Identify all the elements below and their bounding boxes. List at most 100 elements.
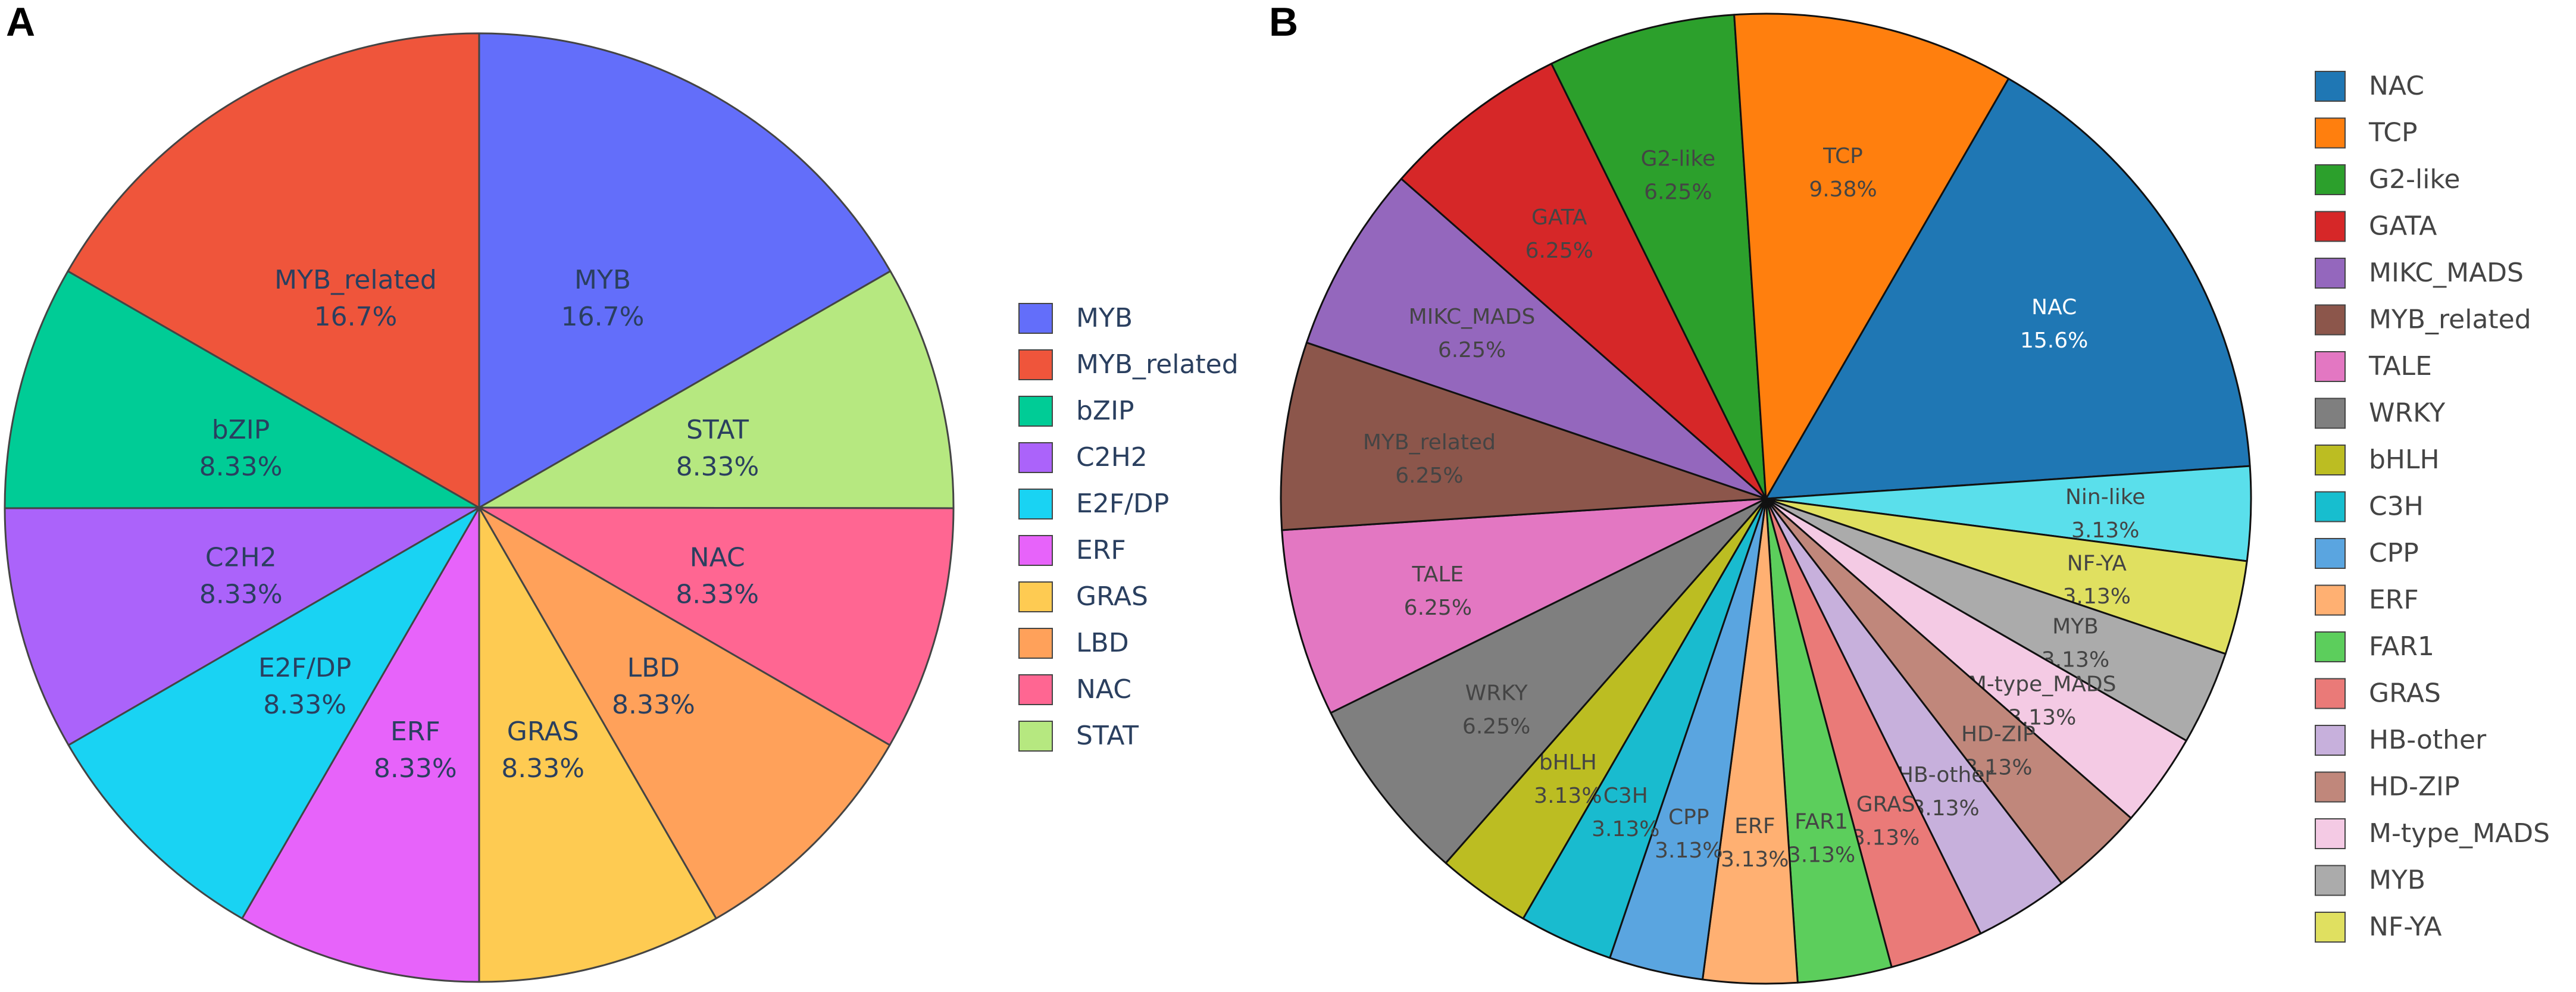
legend-item-stat[interactable]: STAT	[1018, 721, 1139, 752]
slice-name-text: bZIP	[212, 415, 270, 445]
legend-item-nac[interactable]: NAC	[2315, 71, 2424, 102]
legend-item-bzip[interactable]: bZIP	[1018, 396, 1134, 427]
legend-item-m-type-mads[interactable]: M-type_MADS	[2315, 818, 2550, 849]
slice-name-text: HD-ZIP	[1961, 722, 2036, 747]
slice-label-myb-related: MYB_related 6.25%	[1363, 430, 1496, 488]
legend-item-e2f-dp[interactable]: E2F/DP	[1018, 489, 1169, 520]
legend-item-erf[interactable]: ERF	[1018, 535, 1126, 566]
slice-label-g2-like: G2-like 6.25%	[1641, 147, 1716, 205]
slice-percent-text: 8.33%	[263, 690, 346, 720]
legend-item-myb[interactable]: MYB	[1018, 303, 1133, 334]
slice-name-text: ERF	[390, 716, 440, 747]
slice-label-c2h2: C2H2 8.33%	[199, 542, 283, 609]
legend-label: FAR1	[2369, 631, 2434, 662]
legend-swatch	[2315, 725, 2346, 756]
legend-item-hb-other[interactable]: HB-other	[2315, 725, 2487, 756]
legend-item-nac[interactable]: NAC	[1018, 674, 1131, 705]
legend-swatch	[2315, 491, 2346, 522]
slice-name-text: MYB_related	[274, 265, 437, 295]
legend-item-bhlh[interactable]: bHLH	[2315, 445, 2440, 475]
slice-percent-text: 8.33%	[612, 690, 695, 720]
legend-item-gras[interactable]: GRAS	[1018, 581, 1148, 612]
slice-gata	[1400, 62, 1767, 500]
legend-item-c3h[interactable]: C3H	[2315, 491, 2424, 522]
legend-item-myb-related[interactable]: MYB_related	[1018, 349, 1239, 380]
slice-name-text: MYB	[2052, 614, 2099, 639]
slice-percent-text: 3.13%	[1592, 817, 1659, 841]
legend-swatch	[1018, 674, 1053, 705]
slice-percent-text: 8.33%	[676, 579, 759, 609]
slice-label-stat: STAT 8.33%	[676, 415, 759, 482]
legend-item-gras[interactable]: GRAS	[2315, 678, 2441, 709]
legend-item-lbd[interactable]: LBD	[1018, 628, 1129, 659]
legend-item-myb[interactable]: MYB	[2315, 865, 2425, 896]
slice-c2h2	[4, 506, 480, 746]
legend-item-wrky[interactable]: WRKY	[2315, 398, 2445, 429]
legend-item-far1[interactable]: FAR1	[2315, 631, 2434, 662]
pie-chart-b: NAC15.6%Nin-like3.13%NF-YA3.13%MYB3.13%M…	[1280, 12, 2252, 985]
slice-mikc-mads	[1305, 177, 1767, 500]
legend-item-mikc-mads[interactable]: MIKC_MADS	[2315, 258, 2524, 289]
slice-label-erf: ERF 3.13%	[1721, 814, 1789, 872]
legend-swatch	[1018, 628, 1053, 659]
slice-label-nf-ya: NF-YA3.13%	[2063, 551, 2131, 609]
legend-label: MYB_related	[2369, 305, 2531, 335]
legend-item-g2-like[interactable]: G2-like	[2315, 164, 2460, 195]
slice-percent-text: 6.25%	[1462, 715, 1530, 739]
legend-item-erf[interactable]: ERF	[2315, 584, 2419, 616]
slice-label-nin-like: Nin-like 3.13%	[2065, 485, 2145, 543]
legend-label: bZIP	[1076, 396, 1134, 426]
slice-percent-text: 9.38%	[1809, 177, 1877, 202]
legend-item-myb-related[interactable]: MYB_related	[2315, 304, 2531, 336]
legend-swatch	[2315, 771, 2346, 803]
legend-item-gata[interactable]: GATA	[2315, 211, 2437, 242]
slice-name-text: GATA	[1531, 205, 1587, 230]
legend-item-cpp[interactable]: CPP	[2315, 538, 2419, 569]
legend-label: HB-other	[2369, 725, 2487, 755]
slice-name-text: NAC	[2031, 295, 2077, 320]
slice-percent-text: 6.25%	[1404, 596, 1472, 620]
legend-swatch	[2315, 258, 2346, 289]
legend-label: MYB_related	[1076, 349, 1239, 380]
slice-label-gras: GRAS 8.33%	[501, 716, 584, 784]
slice-name-text: NF-YA	[2067, 551, 2127, 575]
slice-nac	[478, 506, 955, 746]
slice-tale	[1281, 497, 1767, 714]
legend-item-tale[interactable]: TALE	[2315, 351, 2432, 382]
slice-percent-text: 8.33%	[501, 753, 584, 784]
legend-item-hd-zip[interactable]: HD-ZIP	[2315, 771, 2460, 803]
slice-percent-text: 3.13%	[1721, 847, 1789, 872]
legend-label: E2F/DP	[1076, 489, 1169, 519]
slice-name-text: WRKY	[1465, 681, 1528, 706]
slice-name-text: E2F/DP	[258, 653, 351, 683]
slice-name-text: MYB_related	[1363, 430, 1496, 455]
slice-label-lbd: LBD 8.33%	[612, 653, 695, 720]
legend-swatch	[2315, 398, 2346, 429]
slice-nac	[1765, 77, 2251, 500]
slice-label-cpp: CPP 3.13%	[1655, 805, 1722, 863]
slice-label-c3h: C3H 3.13%	[1592, 784, 1659, 841]
slice-erf	[241, 506, 480, 983]
legend-label: C2H2	[1076, 442, 1148, 472]
legend-label: bHLH	[2369, 445, 2440, 475]
slice-percent-text: 3.13%	[1655, 838, 1722, 863]
legend-label: NAC	[1076, 674, 1131, 705]
slice-g2-like	[1550, 14, 1767, 500]
legend-swatch	[2315, 912, 2346, 943]
legend-item-c2h2[interactable]: C2H2	[1018, 442, 1148, 473]
slice-name-text: MIKC_MADS	[1409, 305, 1536, 329]
legend-swatch	[1018, 489, 1053, 520]
legend-swatch	[2315, 304, 2346, 336]
slice-name-text: GRAS	[507, 716, 579, 747]
slice-percent-text: 16.7%	[561, 302, 645, 332]
legend-swatch	[1018, 721, 1053, 752]
legend-swatch	[2315, 445, 2346, 475]
legend-item-tcp[interactable]: TCP	[2315, 117, 2418, 149]
slice-label-nac: NAC 15.6%	[2020, 295, 2088, 353]
legend-swatch	[2315, 117, 2346, 149]
legend-item-nf-ya[interactable]: NF-YA	[2315, 912, 2441, 943]
slice-gras	[478, 506, 717, 983]
legend-label: WRKY	[2369, 398, 2445, 428]
